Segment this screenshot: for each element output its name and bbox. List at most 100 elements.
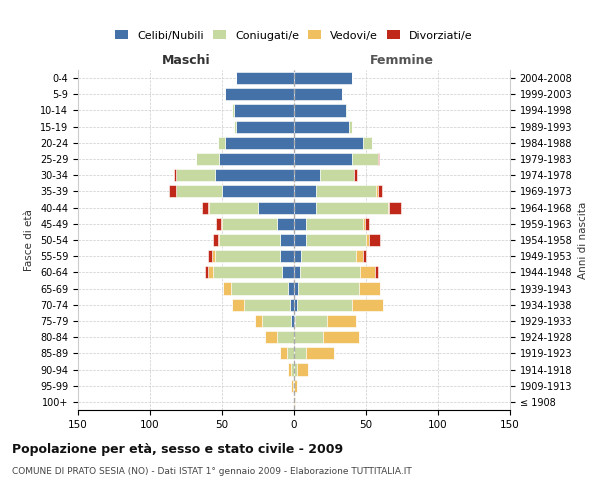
Bar xyxy=(377,186,382,198)
Bar xyxy=(294,72,352,84)
Bar xyxy=(316,186,376,198)
Bar xyxy=(175,169,176,181)
Bar xyxy=(215,169,294,181)
Bar xyxy=(283,266,294,278)
Bar xyxy=(219,234,280,246)
Bar xyxy=(214,266,283,278)
Bar xyxy=(216,218,221,230)
Bar xyxy=(355,169,358,181)
Bar xyxy=(295,315,327,327)
Bar xyxy=(294,104,346,117)
Bar xyxy=(376,186,377,198)
Bar xyxy=(208,250,212,262)
Bar xyxy=(233,104,294,117)
Bar xyxy=(323,331,359,343)
Bar xyxy=(294,202,316,213)
Bar xyxy=(346,104,347,117)
Bar xyxy=(202,202,208,213)
Bar xyxy=(294,218,305,230)
Bar xyxy=(225,88,294,101)
Bar xyxy=(232,298,244,311)
Text: Popolazione per età, sesso e stato civile - 2009: Popolazione per età, sesso e stato civil… xyxy=(12,442,343,456)
Bar xyxy=(363,218,365,230)
Bar xyxy=(291,315,294,327)
Bar xyxy=(290,298,294,311)
Bar xyxy=(349,120,352,132)
Bar xyxy=(288,364,291,376)
Bar xyxy=(388,202,389,213)
Bar xyxy=(208,266,214,278)
Legend: Celibi/Nubili, Coniugati/e, Vedovi/e, Divorziati/e: Celibi/Nubili, Coniugati/e, Vedovi/e, Di… xyxy=(115,30,473,40)
Bar xyxy=(360,266,374,278)
Bar xyxy=(297,298,352,311)
Bar xyxy=(352,298,383,311)
Bar xyxy=(374,266,377,278)
Bar xyxy=(352,153,377,165)
Bar xyxy=(277,331,294,343)
Bar xyxy=(294,380,297,392)
Bar xyxy=(300,266,360,278)
Bar xyxy=(288,282,294,294)
Bar xyxy=(176,186,222,198)
Bar xyxy=(327,315,356,327)
Bar xyxy=(212,250,215,262)
Bar xyxy=(219,153,294,165)
Bar xyxy=(294,298,297,311)
Bar xyxy=(294,153,352,165)
Bar xyxy=(305,218,363,230)
Bar xyxy=(169,186,176,198)
Bar xyxy=(225,137,294,149)
Bar xyxy=(320,169,355,181)
Bar xyxy=(230,282,288,294)
Bar xyxy=(205,266,208,278)
Bar xyxy=(366,234,369,246)
Bar xyxy=(298,282,359,294)
Bar xyxy=(262,315,291,327)
Bar xyxy=(236,72,294,84)
Y-axis label: Fasce di età: Fasce di età xyxy=(25,209,34,271)
Bar xyxy=(294,266,300,278)
Bar xyxy=(280,234,294,246)
Bar xyxy=(363,137,372,149)
Bar xyxy=(218,234,219,246)
Bar xyxy=(363,250,366,262)
Text: COMUNE DI PRATO SESIA (NO) - Dati ISTAT 1° gennaio 2009 - Elaborazione TUTTITALI: COMUNE DI PRATO SESIA (NO) - Dati ISTAT … xyxy=(12,468,412,476)
Bar xyxy=(255,315,262,327)
Bar xyxy=(294,88,341,101)
Text: Maschi: Maschi xyxy=(161,54,211,67)
Bar xyxy=(280,250,294,262)
Bar xyxy=(223,282,230,294)
Bar xyxy=(214,234,218,246)
Bar xyxy=(369,234,380,246)
Bar xyxy=(236,120,294,132)
Bar xyxy=(305,348,334,360)
Bar xyxy=(377,153,379,165)
Text: Femmine: Femmine xyxy=(370,54,434,67)
Bar xyxy=(176,169,215,181)
Y-axis label: Anni di nascita: Anni di nascita xyxy=(578,202,588,278)
Bar xyxy=(222,186,294,198)
Bar xyxy=(356,250,363,262)
Bar xyxy=(294,234,305,246)
Bar xyxy=(359,282,380,294)
Bar xyxy=(294,137,363,149)
Bar xyxy=(301,250,356,262)
Bar xyxy=(297,364,308,376)
Bar xyxy=(291,380,293,392)
Bar xyxy=(294,315,295,327)
Bar xyxy=(294,120,349,132)
Bar xyxy=(287,348,294,360)
Bar xyxy=(244,298,290,311)
Bar xyxy=(305,234,366,246)
Bar xyxy=(294,364,297,376)
Bar xyxy=(294,282,298,294)
Bar xyxy=(258,202,294,213)
Bar xyxy=(265,331,277,343)
Bar xyxy=(280,348,287,360)
Bar xyxy=(221,218,222,230)
Bar xyxy=(389,202,401,213)
Bar xyxy=(294,396,295,408)
Bar xyxy=(215,250,280,262)
Bar xyxy=(316,202,388,213)
Bar xyxy=(294,186,316,198)
